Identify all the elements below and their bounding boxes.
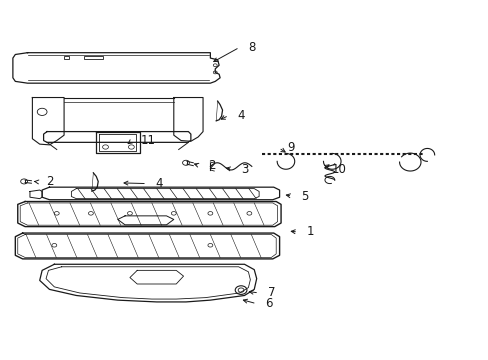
Text: 8: 8 <box>248 41 255 54</box>
Text: 7: 7 <box>267 287 275 300</box>
Text: 3: 3 <box>241 163 248 176</box>
Text: 4: 4 <box>237 109 244 122</box>
Text: 2: 2 <box>208 159 216 172</box>
Text: 2: 2 <box>46 175 53 188</box>
Text: 4: 4 <box>156 177 163 190</box>
Text: 6: 6 <box>265 297 272 310</box>
Text: 10: 10 <box>330 163 346 176</box>
Text: 5: 5 <box>301 190 308 203</box>
Text: 11: 11 <box>141 134 156 147</box>
Text: 1: 1 <box>306 225 314 238</box>
Text: 9: 9 <box>287 141 294 154</box>
